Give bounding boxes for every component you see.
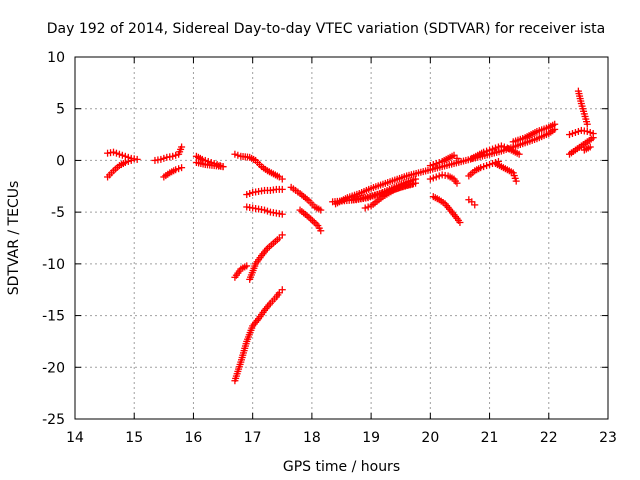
data-point — [243, 262, 251, 270]
x-tick-label: 15 — [125, 430, 143, 446]
x-axis-title: GPS time / hours — [283, 459, 400, 475]
series-s4 — [160, 164, 186, 181]
series-s3 — [151, 143, 186, 164]
data-point — [178, 143, 186, 151]
data-point — [583, 120, 591, 128]
series-s8 — [243, 185, 286, 199]
data-point — [586, 143, 594, 151]
y-tick-label: 10 — [47, 50, 65, 66]
x-tick-label: 20 — [421, 430, 439, 446]
data-markers — [104, 87, 597, 385]
data-point — [133, 155, 141, 163]
series-s25 — [491, 160, 520, 185]
y-tick-label: -15 — [42, 309, 65, 325]
data-point — [278, 231, 286, 239]
series-s26 — [509, 120, 559, 146]
data-point — [317, 227, 325, 235]
data-point — [307, 215, 315, 223]
series-s10 — [231, 262, 251, 281]
y-tick-label: 0 — [56, 153, 65, 169]
x-tick-label: 22 — [540, 430, 558, 446]
series-s18 — [361, 179, 420, 212]
series-s28 — [566, 126, 597, 139]
x-tick-label: 16 — [185, 430, 203, 446]
data-point — [589, 130, 597, 138]
x-tick-labels: 14 15 16 17 18 19 20 21 22 23 — [66, 430, 617, 446]
data-point — [515, 150, 523, 158]
data-point — [453, 179, 461, 187]
series-s20 — [426, 171, 461, 187]
series-s11 — [246, 231, 286, 283]
plot-frame — [74, 56, 609, 420]
grid — [75, 57, 608, 419]
data-point — [471, 201, 479, 209]
series-s9 — [243, 203, 286, 218]
data-point — [310, 218, 318, 226]
x-tick-label: 19 — [362, 430, 380, 446]
series-s23 — [468, 142, 523, 162]
data-point — [512, 177, 520, 185]
series-s7 — [231, 150, 286, 183]
series-s19 — [426, 151, 461, 170]
y-tick-label: -25 — [42, 412, 65, 428]
data-point — [219, 163, 227, 171]
series-s6 — [192, 158, 227, 171]
data-point — [551, 120, 559, 128]
y-tick-label: -5 — [51, 205, 65, 221]
y-tick-labels: 10 5 0 -5 -10 -15 -20 -25 — [42, 50, 65, 428]
series-s22 — [465, 196, 479, 209]
data-point — [453, 154, 461, 162]
data-point — [278, 185, 286, 193]
series-s14 — [296, 206, 325, 235]
data-point — [412, 179, 420, 187]
series-s13 — [287, 183, 325, 214]
axis-ticks — [74, 56, 609, 420]
y-tick-label: -10 — [42, 257, 65, 273]
series-s27 — [566, 134, 597, 158]
data-point — [278, 175, 286, 183]
data-point — [312, 220, 320, 228]
x-tick-label: 17 — [244, 430, 262, 446]
data-point — [278, 210, 286, 218]
x-tick-label: 18 — [303, 430, 321, 446]
data-point — [456, 218, 464, 226]
series-s16 — [332, 125, 559, 208]
data-point — [308, 217, 316, 225]
series-s30 — [580, 143, 594, 154]
data-point — [127, 156, 135, 164]
x-tick-label: 23 — [599, 430, 617, 446]
x-tick-label: 14 — [66, 430, 84, 446]
data-point — [317, 206, 325, 214]
series-s29 — [574, 87, 591, 128]
series-s12 — [231, 286, 286, 385]
chart-title: Day 192 of 2014, Sidereal Day-to-day VTE… — [47, 21, 605, 37]
data-point — [178, 164, 186, 172]
x-tick-label: 21 — [481, 430, 499, 446]
y-tick-label: -20 — [42, 360, 65, 376]
y-tick-label: 5 — [56, 102, 65, 118]
series-s2 — [104, 156, 135, 181]
y-axis-title: SDTVAR / TECUs — [6, 181, 22, 296]
series-s1 — [104, 148, 141, 163]
data-point — [278, 286, 286, 294]
series-s21 — [429, 193, 464, 226]
